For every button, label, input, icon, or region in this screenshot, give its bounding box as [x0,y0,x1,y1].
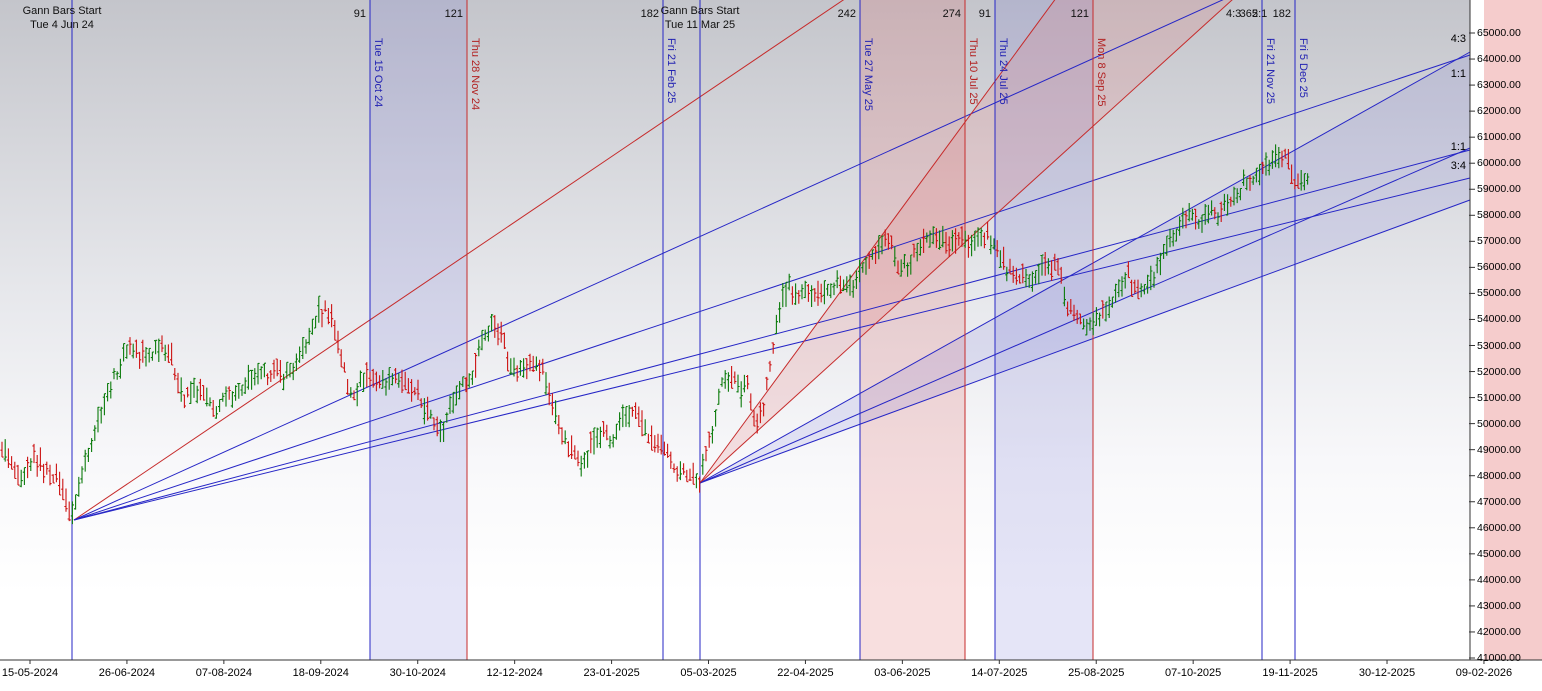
gann-fan-line[interactable] [73,0,1240,521]
gann-fan-line[interactable] [73,177,1471,521]
gann-fan-line[interactable] [699,51,1471,484]
gann-fan-line[interactable] [699,199,1471,484]
gann-cycle-band [860,0,965,660]
gann-cycle-band [995,0,1093,660]
gann-fan-line[interactable] [73,54,1471,521]
chart-background [0,0,1470,660]
up-bars [3,144,1310,525]
gann-cycle-band [1484,0,1542,660]
gann-fan-line[interactable] [73,0,858,521]
gann-fan-line[interactable] [699,147,1471,484]
down-bars [0,148,1300,522]
gann-fan-line[interactable] [73,149,1471,521]
gann-cycle-band [370,0,467,660]
gann-fan-line[interactable] [699,0,1062,484]
